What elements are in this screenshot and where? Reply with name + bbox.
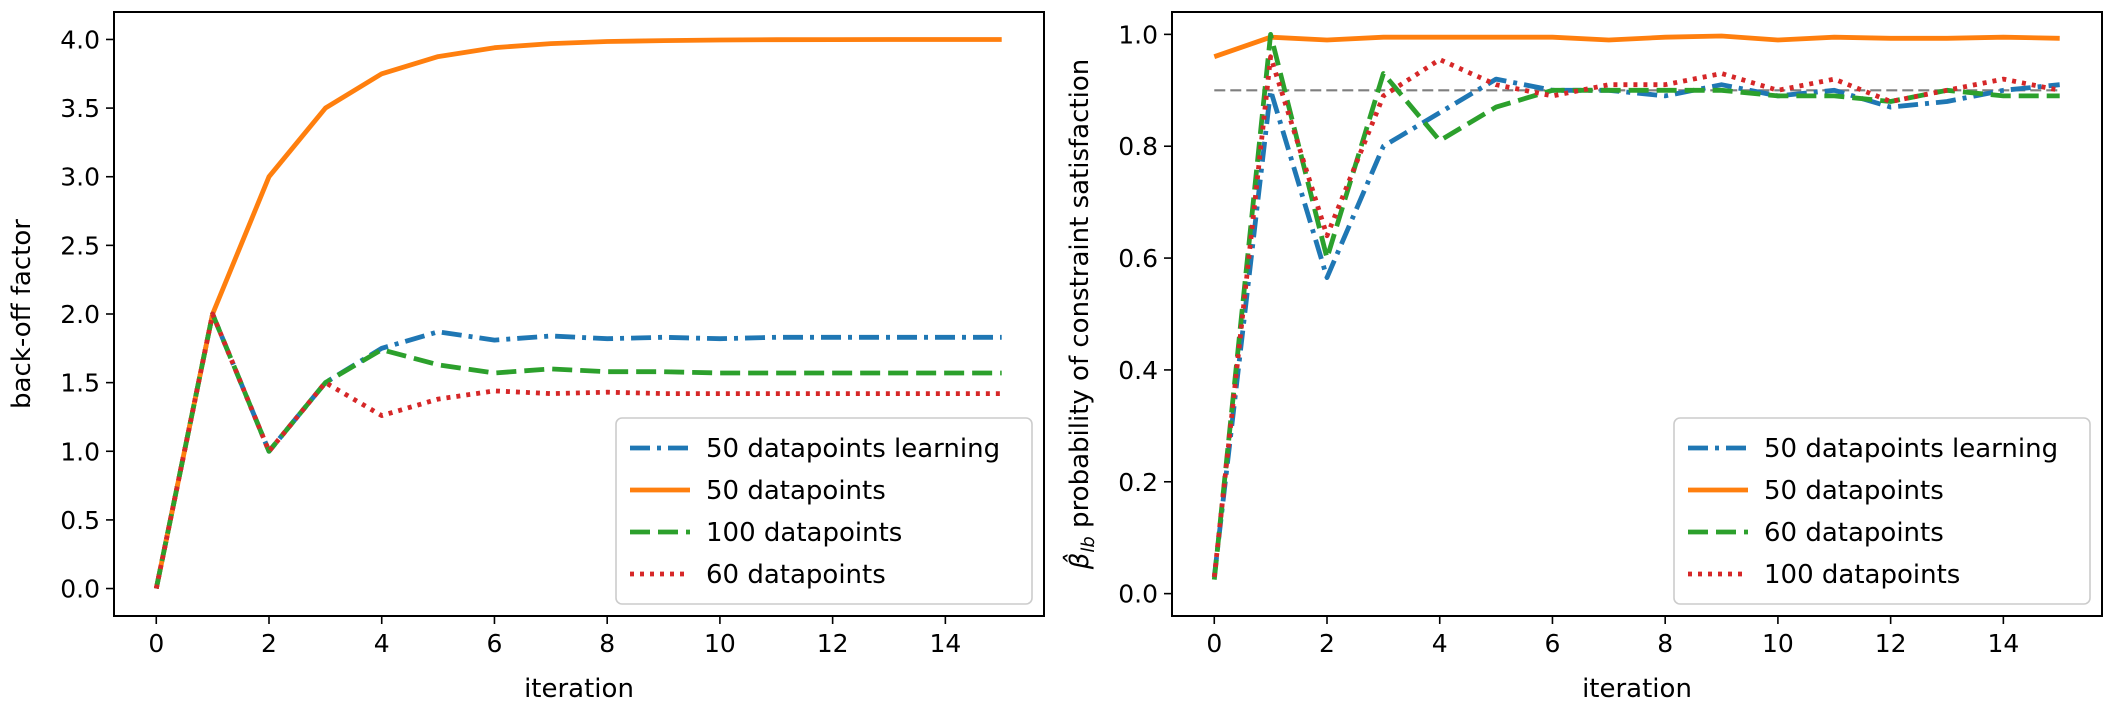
- chart2-y-axis-symbol: β̂: [1061, 553, 1095, 571]
- chart2-x-axis-label: iteration: [1582, 674, 1692, 704]
- chart2-legend-label-2: 50 datapoints: [1764, 476, 1944, 506]
- chart2-ytick-label: 0.2: [1118, 468, 1158, 497]
- chart2-ytick-label: 1.0: [1118, 20, 1158, 49]
- chart2-series-4-line: [1211, 54, 2061, 578]
- chart2-xtick-label: 14: [1987, 629, 2019, 658]
- chart2-xtick-label: 12: [1875, 629, 1907, 658]
- chart1-xtick-label: 10: [704, 629, 736, 658]
- chart2-ytick-label: 0.4: [1118, 356, 1158, 385]
- chart2-xtick-label: 0: [1206, 629, 1222, 658]
- chart1-legend-label-4: 60 datapoints: [706, 560, 886, 590]
- chart2-legend-box: [1673, 417, 2091, 605]
- chart1-xtick-label: 8: [599, 629, 615, 658]
- chart1-legend: 50 datapoints learning 50 datapoints 100 d…: [615, 417, 1033, 605]
- chart1-ytick-label: 2.5: [60, 231, 100, 260]
- chart2-series-2-line: [1213, 33, 2060, 59]
- chart1-xtick-label: 2: [261, 629, 277, 658]
- chart2-ytick-label: 0.0: [1118, 580, 1158, 609]
- chart2: 0 2 4 6 8 10 12 14 0.0 0.2 0.4 0.6 0.8 1.0 iteration β̂…: [1061, 11, 2103, 704]
- chart1-xtick-label: 0: [148, 629, 164, 658]
- chart1-series-4-line: [153, 311, 1002, 589]
- chart2-legend-label-1: 50 datapoints learning: [1764, 434, 2058, 464]
- chart2-y-axis-label-text: probability of constraint satisfaction: [1065, 59, 1095, 536]
- chart1-ytick-label: 4.0: [60, 25, 100, 54]
- chart1-ytick-label: 1.5: [60, 369, 100, 398]
- chart2-legend-label-3: 60 datapoints: [1764, 518, 1944, 548]
- chart1-legend-label-1: 50 datapoints learning: [706, 434, 1000, 464]
- chart2-xtick-label: 8: [1657, 629, 1673, 658]
- chart2-xtick-label: 4: [1432, 629, 1448, 658]
- chart2-y-axis-label: β̂lb probability of constraint satisfact…: [1061, 59, 1099, 570]
- chart1-legend-box: [615, 417, 1033, 605]
- chart1-series-3-line: [153, 311, 1002, 589]
- chart1-x-axis-label: iteration: [524, 674, 634, 704]
- chart1-legend-label-2: 50 datapoints: [706, 476, 886, 506]
- chart1-xtick-label: 14: [929, 629, 961, 658]
- chart2-ytick-label: 0.6: [1118, 244, 1158, 273]
- chart1-ytick-label: 3.0: [60, 163, 100, 192]
- chart1-xtick-label: 12: [817, 629, 849, 658]
- chart2-xtick-label: 6: [1545, 629, 1561, 658]
- chart1-xtick-label: 4: [374, 629, 390, 658]
- chart2-ytick-label: 0.8: [1118, 132, 1158, 161]
- chart2-xtick-label: 2: [1319, 629, 1335, 658]
- chart1-series-2-line: [153, 37, 1002, 589]
- chart1-xtick-label: 6: [487, 629, 503, 658]
- chart1-y-axis-label: back-off factor: [7, 219, 37, 409]
- chart2-legend: 50 datapoints learning 50 datapoints 60 da…: [1673, 417, 2091, 605]
- chart2-y-axis-symbol-subscript: lb: [1078, 536, 1099, 552]
- chart1-ytick-label: 0.5: [60, 506, 100, 535]
- chart2-series-3-line: [1211, 32, 2060, 580]
- chart2-xtick-label: 10: [1762, 629, 1794, 658]
- chart1: 0 2 4 6 8 10 12 14 0.0 0.5 1.0 1.5 2.0 2.5 3.0 3.5 4.0 it…: [7, 11, 1045, 704]
- chart1-ytick-label: 3.5: [60, 94, 100, 123]
- chart1-legend-label-3: 100 datapoints: [706, 518, 902, 548]
- chart2-legend-label-4: 100 datapoints: [1764, 560, 1960, 590]
- chart1-ytick-label: 0.0: [60, 575, 100, 604]
- chart1-ytick-label: 1.0: [60, 437, 100, 466]
- chart1-ytick-label: 2.0: [60, 300, 100, 329]
- chart2-axes-frame: [1171, 11, 2103, 617]
